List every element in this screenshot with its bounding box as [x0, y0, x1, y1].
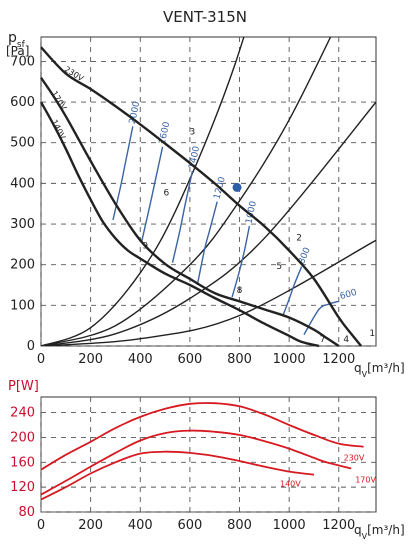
y-tick-label: 500	[10, 136, 35, 151]
speed-isoline-1000	[231, 225, 251, 298]
x-tick-label: 1200	[322, 518, 355, 533]
power-curve-label: 140V	[280, 480, 301, 489]
system-point-label: 6	[163, 189, 169, 199]
flow-axis-label-top-sub: V	[362, 370, 368, 379]
flow-axis-unit-top: [m³/h]	[367, 361, 405, 375]
pressure-curve-label: 170V	[50, 89, 69, 112]
speed-isoline-1200	[196, 201, 218, 286]
speed-isoline-600	[303, 300, 339, 335]
x-tick-label: 400	[128, 518, 153, 533]
speed-isoline-1600	[140, 146, 164, 243]
power-axis-unit: [W]	[16, 379, 39, 394]
speed-isoline-label: 600	[339, 288, 359, 302]
pressure-curve-140v	[39, 101, 320, 348]
pressure-axis-label-main: p	[8, 30, 17, 46]
operating-point	[232, 182, 242, 192]
power-axis-label: P[W]	[8, 379, 39, 394]
system-point-label: 5	[276, 262, 282, 272]
y-tick-label: 300	[10, 217, 35, 232]
y-tick-label: 80	[18, 505, 35, 520]
system-point-label: 1	[369, 329, 375, 339]
speed-isoline-800	[282, 266, 303, 316]
x-tick-label: 800	[227, 352, 252, 367]
system-point-label: 2	[296, 233, 302, 243]
flow-axis-label-top: qV[m³/h]	[354, 361, 405, 379]
chart-title: VENT-315N	[163, 8, 247, 26]
system-point-label: 7	[320, 335, 326, 345]
x-tick-label: 0	[37, 352, 45, 367]
x-tick-label: 0	[37, 518, 45, 533]
pressure-axis-label: psf	[8, 30, 26, 50]
x-tick-label: 600	[177, 352, 202, 367]
pressure-axis-label-sub: sf	[17, 40, 26, 50]
y-tick-label: 0	[27, 339, 35, 354]
flow-axis-label-bottom-main: q	[354, 523, 362, 537]
pressure-curve-170v	[40, 77, 340, 347]
y-tick-label: 240	[10, 406, 35, 421]
system-point-label: 3	[190, 128, 196, 138]
power-curve-140v	[41, 450, 315, 501]
x-tick-label: 400	[128, 352, 153, 367]
y-tick-label: 600	[10, 95, 35, 110]
x-tick-label: 1000	[273, 518, 306, 533]
x-tick-label: 1000	[273, 352, 306, 367]
x-tick-label: 1200	[322, 352, 355, 367]
y-tick-label: 160	[10, 455, 35, 470]
plot-frame	[40, 396, 377, 513]
y-tick-label: 400	[10, 176, 35, 191]
pressure-plot: 0 200 400 600 800 1000 1200 0 100 200 300 400 500 600…	[10, 36, 377, 367]
pressure-curve-label: 140V	[50, 118, 68, 141]
plot-frame	[40, 36, 377, 347]
system-point-label: 8	[237, 286, 243, 296]
flow-axis-label-bottom-sub: V	[362, 532, 368, 541]
x-tick-label: 600	[177, 518, 202, 533]
power-plot: 0 200 400 600 800 1000 1200 80 120 160 200 240 230V 1…	[10, 396, 377, 533]
y-tick-label: 700	[10, 54, 35, 69]
flow-axis-label-bottom: qV[m³/h]	[354, 523, 405, 541]
x-tick-label: 800	[227, 518, 252, 533]
speed-isoline-1400	[171, 171, 194, 263]
x-tick-label: 200	[78, 518, 103, 533]
x-tick-label: 200	[78, 352, 103, 367]
y-tick-label: 120	[10, 480, 35, 495]
power-curve-label: 170V	[355, 476, 376, 485]
speed-isoline-label: 1600	[158, 121, 173, 146]
power-curve-230v	[41, 402, 364, 471]
y-tick-label: 200	[10, 258, 35, 273]
y-tick-label: 100	[10, 298, 35, 313]
pressure-curve-230v	[40, 46, 363, 347]
power-axis-label-main: P	[8, 379, 16, 394]
flow-axis-unit-bottom: [m³/h]	[367, 523, 405, 537]
system-curve-3	[41, 37, 332, 346]
system-curve-4	[41, 37, 245, 346]
system-point-label: 9	[142, 241, 148, 251]
power-curve-label: 230V	[344, 454, 365, 463]
system-curve-1	[41, 239, 376, 346]
flow-axis-label-top-main: q	[354, 361, 362, 375]
pressure-axis-unit: [Pa]	[6, 44, 29, 58]
y-tick-label: 200	[10, 430, 35, 445]
system-point-label: 4	[343, 335, 349, 345]
power-curve-170v	[41, 429, 352, 496]
